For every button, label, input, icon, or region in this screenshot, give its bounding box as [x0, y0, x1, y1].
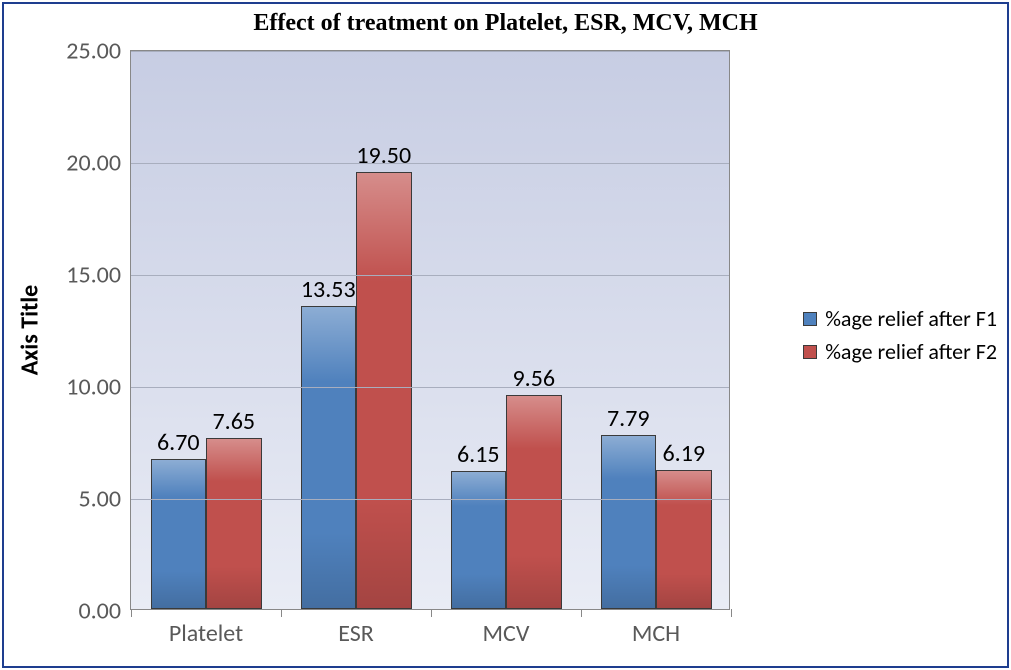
- bar: [301, 306, 357, 609]
- legend-swatch: [803, 312, 817, 326]
- chart-title: Effect of treatment on Platelet, ESR, MC…: [0, 10, 1011, 37]
- x-category-label: Platelet: [169, 609, 243, 648]
- bar-value-label: 6.70: [157, 428, 200, 461]
- x-category-label: ESR: [338, 609, 374, 648]
- bar: [356, 172, 412, 609]
- y-tick-label: 15.00: [66, 261, 131, 290]
- chart-container: Effect of treatment on Platelet, ESR, MC…: [0, 0, 1011, 670]
- x-tick: [131, 609, 132, 617]
- bar: [206, 438, 262, 609]
- legend: %age relief after F1 %age relief after F2: [803, 299, 997, 371]
- y-axis-title: Axis Title: [16, 285, 45, 376]
- gridline: [131, 499, 729, 500]
- bar-value-label: 6.19: [662, 439, 705, 472]
- y-tick-label: 25.00: [66, 37, 131, 66]
- gridline: [131, 51, 729, 52]
- bar-value-label: 6.15: [457, 440, 500, 473]
- bar-value-label: 7.79: [607, 404, 650, 437]
- legend-item: %age relief after F1: [803, 305, 997, 332]
- bar: [656, 470, 712, 609]
- legend-item: %age relief after F2: [803, 338, 997, 365]
- plot-area: 6.707.6513.5319.506.159.567.796.19 0.005…: [130, 50, 730, 610]
- x-category-label: MCH: [632, 609, 680, 648]
- bar: [601, 435, 657, 609]
- legend-label: %age relief after F1: [825, 305, 997, 332]
- bar-value-label: 19.50: [356, 141, 411, 174]
- y-tick-label: 10.00: [66, 373, 131, 402]
- x-tick: [581, 609, 582, 617]
- bar: [506, 395, 562, 609]
- bar-value-label: 9.56: [512, 364, 555, 397]
- bar: [151, 459, 207, 609]
- bars-layer: 6.70 7.65 13.53 19.50 6.15 9.56 7.79 6.19: [131, 51, 729, 609]
- y-tick-label: 20.00: [66, 149, 131, 178]
- y-tick-label: 0.00: [78, 597, 131, 626]
- y-tick-label: 5.00: [78, 485, 131, 514]
- x-category-label: MCV: [483, 609, 530, 648]
- x-tick: [281, 609, 282, 617]
- gridline: [131, 275, 729, 276]
- bar-value-label: 13.53: [301, 275, 356, 308]
- bar-value-label: 7.65: [212, 407, 255, 440]
- x-tick: [431, 609, 432, 617]
- bar: [451, 471, 507, 609]
- gridline: [131, 163, 729, 164]
- legend-label: %age relief after F2: [825, 338, 997, 365]
- x-tick: [731, 609, 732, 617]
- legend-swatch: [803, 345, 817, 359]
- gridline: [131, 387, 729, 388]
